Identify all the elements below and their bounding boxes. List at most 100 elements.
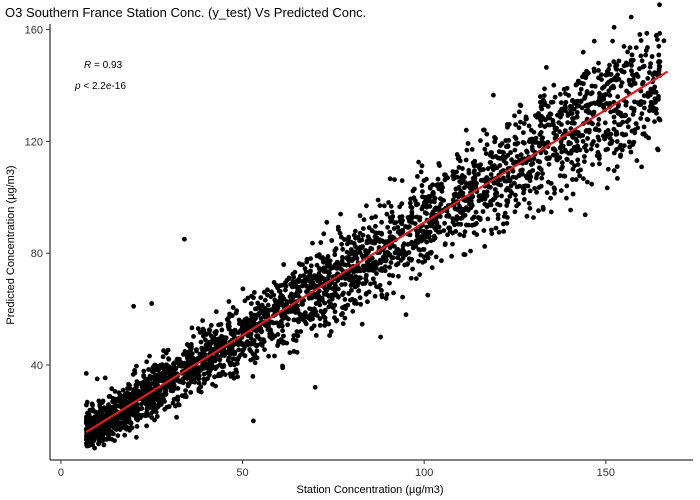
scatter-point <box>361 217 367 223</box>
scatter-point <box>208 323 214 328</box>
scatter-point <box>252 312 257 318</box>
scatter-point <box>504 178 509 184</box>
scatter-point <box>591 139 596 144</box>
scatter-point <box>291 349 297 354</box>
scatter-point <box>150 369 155 374</box>
scatter-point <box>243 319 249 324</box>
scatter-point <box>343 306 348 311</box>
scatter-point <box>508 150 513 155</box>
scatter-point <box>322 300 328 306</box>
scatter-point <box>187 370 193 375</box>
scatter-point <box>628 149 634 155</box>
scatter-point <box>637 32 643 37</box>
scatter-point <box>578 98 584 104</box>
scatter-point <box>489 150 495 156</box>
scatter-point <box>614 131 620 137</box>
scatter-point <box>327 258 333 264</box>
scatter-point <box>644 116 650 122</box>
scatter-point <box>298 329 304 334</box>
scatter-point <box>426 194 432 199</box>
scatter-point <box>265 310 270 316</box>
scatter-point <box>162 375 168 381</box>
scatter-point <box>661 38 667 44</box>
scatter-point <box>503 187 509 193</box>
scatter-point <box>370 276 376 282</box>
scatter-point <box>534 189 539 195</box>
scatter-point <box>322 307 328 313</box>
scatter-point <box>586 70 591 76</box>
scatter-point <box>633 121 639 126</box>
scatter-point <box>509 157 514 163</box>
scatter-point <box>255 300 261 306</box>
scatter-point <box>390 255 396 261</box>
scatter-point <box>265 302 271 308</box>
scatter-point <box>419 163 425 169</box>
scatter-point <box>373 214 378 220</box>
scatter-point <box>539 140 544 146</box>
scatter-point <box>458 216 464 221</box>
scatter-point <box>430 190 436 196</box>
scatter-point <box>188 390 194 395</box>
scatter-point <box>259 329 264 335</box>
scatter-point <box>363 276 368 281</box>
scatter-point <box>203 342 209 348</box>
scatter-point <box>492 139 498 145</box>
scatter-point <box>185 359 191 365</box>
scatter-point <box>527 188 533 194</box>
scatter-point <box>258 316 264 321</box>
scatter-point <box>324 292 330 298</box>
scatter-point <box>462 229 468 235</box>
scatter-point <box>333 291 338 297</box>
x-tick-label: 50 <box>236 467 248 479</box>
scatter-point <box>335 264 341 270</box>
scatter-point <box>84 416 90 422</box>
scatter-point <box>516 201 521 207</box>
scatter-point <box>89 401 95 407</box>
scatter-point <box>584 148 589 154</box>
scatter-point <box>354 256 360 261</box>
scatter-point <box>242 298 248 304</box>
scatter-point <box>208 366 214 372</box>
scatter-point <box>539 136 545 142</box>
scatter-point <box>424 176 429 182</box>
scatter-point <box>607 140 613 146</box>
scatter-point <box>450 241 455 247</box>
scatter-point <box>438 201 444 207</box>
scatter-point <box>435 176 441 182</box>
scatter-point <box>403 224 408 229</box>
scatter-point <box>623 102 629 108</box>
scatter-point <box>570 191 576 197</box>
scatter-point <box>591 66 597 72</box>
scatter-point <box>569 160 574 165</box>
scatter-point <box>553 127 558 133</box>
scatter-point <box>346 234 352 240</box>
scatter-point <box>499 149 505 155</box>
scatter-point <box>236 347 242 353</box>
scatter-point <box>652 70 657 75</box>
scatter-point <box>588 146 594 152</box>
scatter-point <box>604 132 610 138</box>
scatter-point <box>230 305 236 310</box>
scatter-point <box>432 199 437 205</box>
scatter-point <box>562 147 568 153</box>
scatter-point <box>577 91 583 97</box>
scatter-point <box>655 37 660 42</box>
scatter-point <box>583 103 589 109</box>
scatter-point <box>507 193 513 199</box>
y-tick-label: 160 <box>25 25 43 37</box>
scatter-point <box>596 152 602 157</box>
scatter-point <box>220 351 226 357</box>
scatter-point <box>607 93 613 98</box>
scatter-point <box>112 389 118 394</box>
scatter-point <box>528 162 534 167</box>
scatter-point <box>363 249 369 255</box>
scatter-point <box>350 256 356 262</box>
scatter-point <box>469 147 475 152</box>
scatter-point <box>512 209 518 215</box>
scatter-point <box>324 219 330 225</box>
scatter-point <box>617 122 623 127</box>
scatter-point <box>524 149 530 155</box>
scatter-point <box>574 138 580 144</box>
scatter-point <box>548 195 553 201</box>
scatter-point <box>518 119 523 125</box>
